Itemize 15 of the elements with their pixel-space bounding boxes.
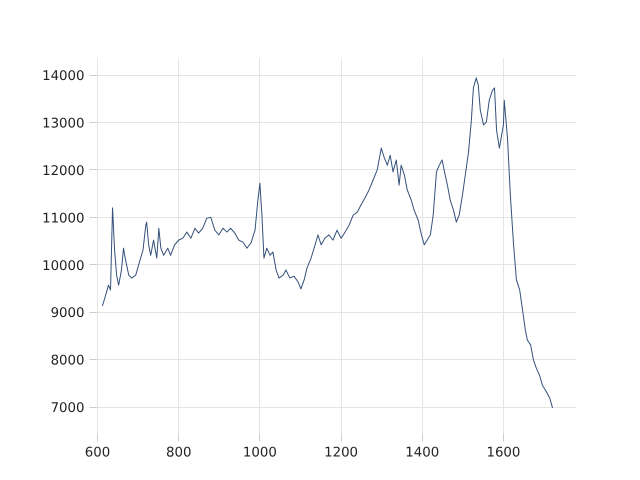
x-tick-label: 600 <box>84 446 110 460</box>
y-tick-label: 13000 <box>42 116 85 132</box>
y-tick-label: 14000 <box>42 69 85 84</box>
y-tick-label: 8000 <box>50 354 85 369</box>
y-tick-label: 9000 <box>50 306 85 322</box>
y-tick-label: 12000 <box>42 164 85 179</box>
y-tick-label: 7000 <box>50 401 85 416</box>
x-tick-label: 1000 <box>242 446 277 460</box>
x-tick-label: 800 <box>166 446 192 460</box>
x-tick-label: 1400 <box>405 446 440 460</box>
y-tick-label: 11000 <box>42 211 85 226</box>
line-series <box>102 77 554 408</box>
x-tick-label: 1200 <box>324 446 358 460</box>
x-tick-label: 1600 <box>486 446 520 460</box>
y-tick-label: 10000 <box>42 258 85 274</box>
